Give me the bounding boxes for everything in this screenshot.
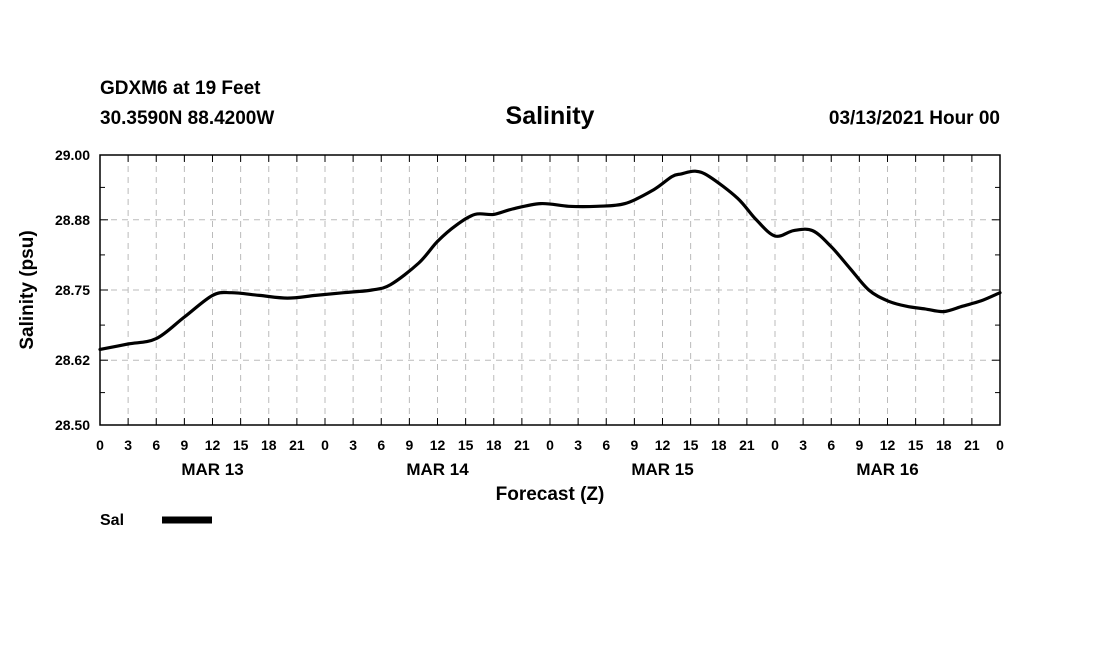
x-tick-label: 9	[405, 437, 413, 453]
x-tick-label: 18	[261, 437, 277, 453]
day-label: MAR 13	[181, 460, 243, 479]
legend-label: Sal	[100, 512, 124, 529]
x-tick-label: 15	[908, 437, 924, 453]
x-tick-label: 3	[799, 437, 807, 453]
x-tick-label: 12	[655, 437, 671, 453]
station-label: GDXM6 at 19 Feet	[100, 78, 261, 99]
x-tick-label: 21	[964, 437, 980, 453]
x-tick-label: 21	[739, 437, 755, 453]
x-tick-label: 15	[458, 437, 474, 453]
x-tick-label: 12	[430, 437, 446, 453]
legend: Sal	[100, 512, 212, 529]
x-tick-label: 18	[711, 437, 727, 453]
x-tick-label: 12	[205, 437, 221, 453]
x-axis-ticks: 0 3 6 9 12 15 18 21 0 3 6 9 12 15 18 21 0 3 6 9 12 15 18 21 0 3 6 9…	[96, 155, 1004, 453]
x-tick-label: 0	[771, 437, 779, 453]
y-tick-label: 29.00	[55, 147, 90, 163]
grid-lines	[100, 155, 1000, 425]
x-tick-label: 9	[855, 437, 863, 453]
x-tick-label: 3	[574, 437, 582, 453]
x-tick-label: 6	[602, 437, 610, 453]
y-tick-label: 28.75	[55, 282, 90, 298]
run-datetime: 03/13/2021 Hour 00	[829, 108, 1000, 129]
x-tick-label: 0	[321, 437, 329, 453]
chart-title: Salinity	[506, 102, 595, 130]
x-tick-label: 0	[96, 437, 104, 453]
x-tick-label: 3	[124, 437, 132, 453]
y-axis-ticks: 28.50 28.62 28.75 28.88 29.00	[55, 147, 1000, 433]
x-tick-label: 6	[827, 437, 835, 453]
day-labels: MAR 13 MAR 14 MAR 15 MAR 16	[181, 460, 918, 479]
x-tick-label: 15	[683, 437, 699, 453]
x-tick-label: 12	[880, 437, 896, 453]
series-line-sal	[98, 169, 1002, 351]
x-tick-label: 18	[936, 437, 952, 453]
day-label: MAR 15	[631, 460, 693, 479]
x-tick-label: 15	[233, 437, 249, 453]
y-tick-label: 28.62	[55, 352, 90, 368]
plot-frame	[99, 154, 1001, 426]
x-tick-label: 6	[377, 437, 385, 453]
x-tick-label: 0	[996, 437, 1004, 453]
x-tick-label: 9	[630, 437, 638, 453]
x-tick-label: 6	[152, 437, 160, 453]
y-axis-label: Salinity (psu)	[17, 230, 38, 349]
day-label: MAR 14	[406, 460, 469, 479]
x-tick-label: 21	[289, 437, 305, 453]
x-axis-label: Forecast (Z)	[496, 484, 605, 505]
x-tick-label: 21	[514, 437, 530, 453]
x-tick-label: 3	[349, 437, 357, 453]
y-tick-label: 28.88	[55, 212, 90, 228]
x-tick-label: 0	[546, 437, 554, 453]
x-tick-label: 18	[486, 437, 502, 453]
coordinates-label: 30.3590N 88.4200W	[100, 108, 274, 129]
y-tick-label: 28.50	[55, 417, 90, 433]
x-tick-label: 9	[180, 437, 188, 453]
day-label: MAR 16	[856, 460, 918, 479]
